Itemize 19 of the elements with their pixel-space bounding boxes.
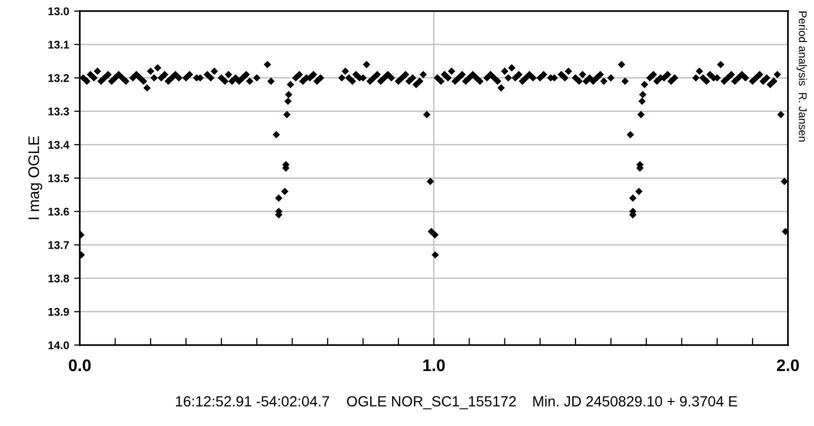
text: Period analysis R. Jansen (796, 12, 807, 142)
text: 16:12:52.91 -54:02:04.7 (176, 396, 330, 406)
y-tick-label: 13.6 (48, 208, 69, 216)
y-tick-label: 13.7 (48, 241, 69, 250)
y-tick-label: 13.4 (48, 140, 70, 149)
text: Min. JD 2450829.10 + 9.3704 E (533, 396, 738, 406)
y-tick-label: 13.0 (48, 7, 69, 16)
y-tick-label: 14.0 (48, 341, 69, 350)
y-tick-label: 13.2 (48, 74, 69, 82)
y-tick-label: 13.5 (48, 174, 70, 182)
x-tick-label: 2.0 (776, 359, 799, 372)
y-tick-label: 13.8 (48, 274, 70, 282)
x-tick-label: 0.0 (68, 359, 91, 372)
text: OGLE NOR_SC1_155172 (346, 396, 516, 410)
y-tick-label: 13.3 (48, 108, 69, 116)
y-tick-label: 13.1 (48, 40, 70, 49)
y-tick-label: 13.9 (48, 308, 69, 316)
y-axis-title: I mag OGLE (28, 136, 42, 220)
x-tick-label: 1.0 (423, 359, 445, 372)
